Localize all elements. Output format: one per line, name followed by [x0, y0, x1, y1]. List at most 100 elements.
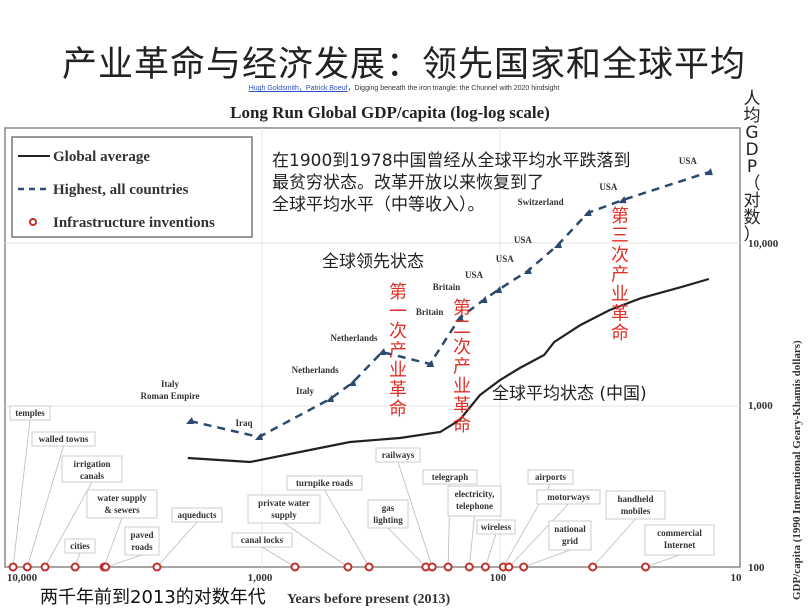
- revolution-char: 命: [453, 415, 471, 436]
- invention-leader-line: [44, 481, 93, 568]
- invention-label-text: aqueducts: [177, 510, 217, 520]
- y-axis-title: GDP/capita (1990 International Geary-Kha…: [791, 340, 803, 600]
- y-tick-label: 100: [748, 562, 765, 574]
- highest-marker: [494, 286, 502, 294]
- citation-text: ，Digging beneath the iron triangle: the …: [347, 85, 560, 92]
- highest-marker: [553, 240, 562, 248]
- invention-label-text: lighting: [373, 515, 403, 525]
- invention-label-text: paved: [130, 530, 153, 540]
- invention-label: airports: [527, 469, 574, 485]
- country-label: Netherlands: [331, 333, 378, 343]
- revolution-char: 一: [389, 302, 407, 323]
- highest-marker: [455, 314, 464, 322]
- invention-marker: [152, 562, 162, 572]
- global-average-line: [187, 277, 710, 464]
- invention-label-text: wireless: [481, 522, 512, 532]
- highest-countries-line: [189, 170, 710, 439]
- invention-label-box: [9, 405, 51, 421]
- revolution-char: 革: [453, 396, 471, 417]
- invention-marker: [8, 562, 18, 572]
- invention-label-box: [367, 499, 409, 529]
- country-label: Britain: [416, 307, 444, 317]
- y-tick-label: 10,000: [748, 238, 779, 250]
- invention-marker: [70, 562, 80, 572]
- y-axis-title-zh-char: P: [747, 157, 757, 177]
- invention-marker: [427, 562, 437, 572]
- invention-label-box: [231, 532, 293, 548]
- country-label: Iraq: [235, 418, 252, 428]
- highest-marker: [186, 416, 195, 424]
- invention-label-box: [64, 538, 96, 554]
- invention-leader-line: [261, 546, 296, 568]
- invention-marker: [443, 562, 453, 572]
- invention-leader-line: [523, 549, 571, 568]
- invention-label: cities: [64, 538, 96, 554]
- invention-marker: [519, 562, 529, 572]
- revolution-char: 革: [611, 304, 629, 325]
- invention-marker: [480, 562, 490, 572]
- invention-label-text: gas: [382, 503, 395, 513]
- invention-marker: [22, 562, 32, 572]
- invention-leader-line: [156, 521, 198, 568]
- invention-label: motorways: [536, 489, 601, 505]
- x-tick-label: 1,000: [248, 572, 273, 584]
- revolution-char: 业: [389, 360, 407, 381]
- citation: Hugh Goldsmith，Patrick Boeuf，Digging ben…: [0, 83, 808, 93]
- invention-label: water supply & sewers: [86, 489, 158, 519]
- invention-marker: [641, 562, 651, 572]
- invention-marker: [504, 562, 514, 572]
- legend-box: [11, 136, 253, 238]
- highest-marker: [378, 347, 387, 355]
- invention-label-text: commercial: [657, 528, 702, 538]
- invention-label-box: [476, 519, 516, 535]
- y-tick-label: 1,000: [748, 400, 773, 412]
- country-label: Netherlands: [292, 365, 339, 375]
- invention-label-box: [644, 524, 715, 556]
- invention-label: handheld mobiles: [605, 490, 666, 520]
- annotation-paragraph-line: 全球平均水平（中等收入）。: [272, 195, 485, 215]
- invention-leader-line: [468, 515, 475, 568]
- country-label: Italy: [296, 386, 315, 396]
- country-label: Roman Empire: [140, 391, 199, 401]
- invention-label-box: [422, 469, 478, 485]
- invention-marker: [101, 562, 111, 572]
- highest-marker: [523, 267, 532, 275]
- invention-label: private water supply: [247, 494, 321, 524]
- invention-label: walled towns: [31, 431, 96, 447]
- revolution-char: 三: [611, 226, 629, 247]
- invention-label-text: electricity,: [455, 489, 495, 499]
- invention-label-text: telephone: [456, 501, 493, 511]
- invention-label-text: temples: [15, 408, 45, 418]
- revolution-char: 业: [453, 376, 471, 397]
- legend-entry: Global average: [53, 149, 150, 165]
- invention-label-text: national: [554, 524, 586, 534]
- revolution-char: 产: [389, 341, 407, 362]
- y-axis-title-zh-char: 对: [744, 191, 761, 211]
- invention-leader-line: [26, 445, 64, 568]
- citation-authors-link[interactable]: Hugh Goldsmith，Patrick Boeuf: [248, 85, 348, 92]
- invention-label-box: [375, 447, 421, 463]
- country-label: USA: [679, 156, 698, 166]
- y-axis-title-zh-char: （: [744, 174, 761, 194]
- invention-label: railways: [375, 447, 421, 463]
- invention-label-text: cities: [70, 541, 90, 551]
- invention-label-box: [447, 485, 502, 517]
- x-axis-title: Years before present (2013): [287, 592, 451, 607]
- slide-title: 产业革命与经济发展：领先国家和全球平均: [61, 45, 746, 84]
- revolution-char: 第: [611, 206, 629, 227]
- country-label: USA: [599, 182, 618, 192]
- revolution-char: 次: [389, 321, 407, 342]
- y-axis-title-zh-char: 人: [744, 89, 761, 109]
- chart-title: Long Run Global GDP/capita (log-log scal…: [230, 103, 550, 122]
- invention-label-text: grid: [562, 536, 578, 546]
- invention-leader-line: [387, 527, 427, 568]
- invention-leader-line: [397, 461, 433, 568]
- highest-marker: [704, 168, 713, 176]
- invention-label-text: telegraph: [432, 472, 469, 482]
- invention-label-text: turnpike roads: [296, 478, 354, 488]
- revolution-char: 第: [389, 282, 407, 303]
- invention-label-text: motorways: [547, 492, 590, 502]
- invention-label-box: [86, 489, 158, 519]
- invention-label-box: [124, 526, 160, 556]
